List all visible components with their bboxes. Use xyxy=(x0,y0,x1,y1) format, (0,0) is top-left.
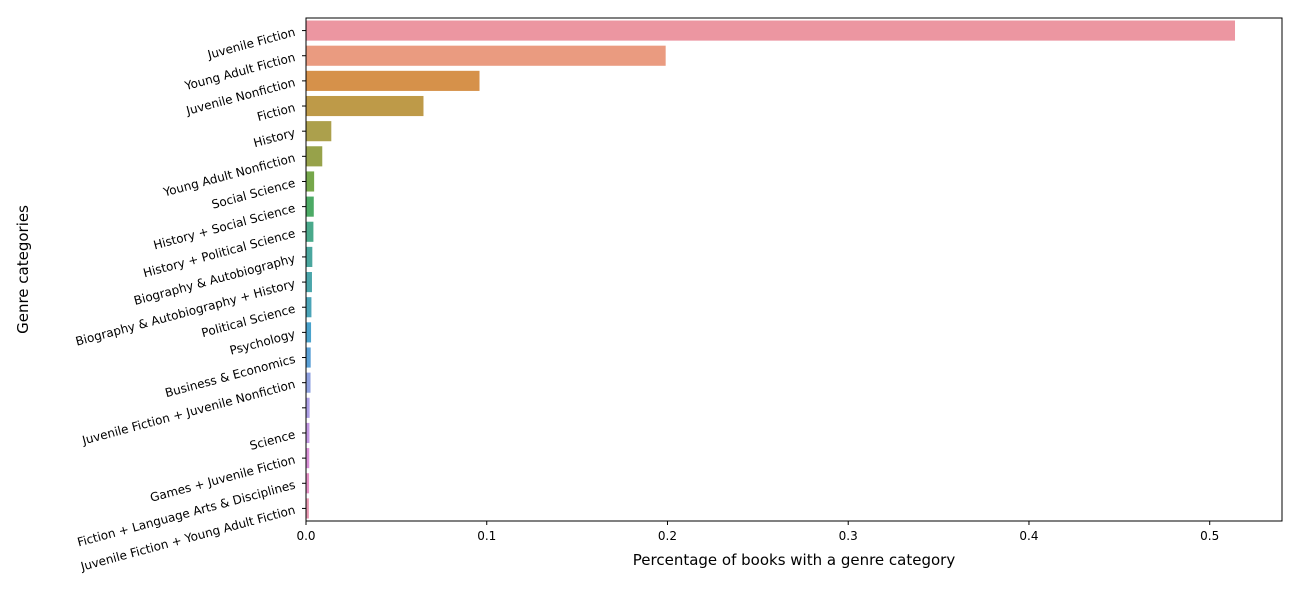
bar xyxy=(306,473,310,494)
bar xyxy=(306,322,312,343)
x-tick-label: 0.0 xyxy=(296,529,315,543)
bar xyxy=(306,196,314,217)
plot-frame xyxy=(305,17,1283,522)
y-axis-title: Genre categories xyxy=(14,205,32,334)
x-tick-label: 0.1 xyxy=(477,529,496,543)
x-tick-label: 0.5 xyxy=(1200,529,1219,543)
bar xyxy=(306,146,323,167)
bar xyxy=(306,498,309,519)
bar xyxy=(306,221,314,242)
bar xyxy=(306,372,311,393)
bar xyxy=(306,397,310,418)
x-axis-ticks: 0.0 0.1 0.2 0.3 0.4 0.5 xyxy=(296,521,1219,543)
bar xyxy=(306,246,313,267)
x-axis-title: Percentage of books with a genre categor… xyxy=(633,551,956,569)
bar xyxy=(306,95,424,117)
bar xyxy=(306,121,332,142)
x-tick-label: 0.2 xyxy=(658,529,677,543)
x-tick-label: 0.3 xyxy=(839,529,858,543)
bar xyxy=(306,347,311,368)
bar xyxy=(306,45,666,66)
x-tick-label: 0.4 xyxy=(1019,529,1038,543)
bars-group xyxy=(306,20,1236,519)
bar xyxy=(306,422,310,444)
y-tick-label: Fiction xyxy=(256,100,297,124)
bar xyxy=(306,171,315,192)
y-tick-label: Science xyxy=(248,427,297,453)
bar xyxy=(306,20,1236,41)
bar xyxy=(306,297,312,318)
bar xyxy=(306,448,310,469)
bar xyxy=(306,272,312,293)
bar xyxy=(306,70,480,91)
y-tick-label: History xyxy=(252,126,297,151)
